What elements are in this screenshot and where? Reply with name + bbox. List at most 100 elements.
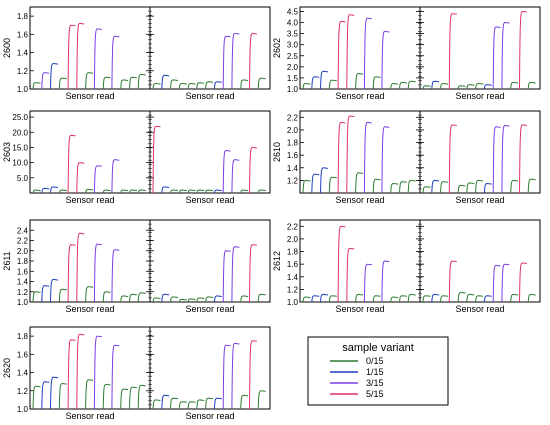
series-curve [328, 176, 337, 194]
series-curve [76, 22, 85, 90]
series-curve [381, 30, 390, 90]
series-curve [527, 178, 536, 194]
x-axis-label: Sensor read [335, 195, 384, 205]
series-curve [240, 394, 249, 410]
series-curve [231, 32, 240, 90]
series-curve [240, 79, 249, 90]
series-curve [231, 342, 240, 410]
series-curve [466, 182, 475, 194]
series-curve [257, 390, 266, 410]
series-curve [527, 293, 536, 303]
panel-2612: 1.0 1.2 1.4 1.6 1.8 2.0 2.2 2612 Sensor read Sens… [272, 219, 541, 314]
y-tick-label: 1.8 [17, 257, 29, 266]
series-curve [93, 28, 102, 90]
series-curve [76, 162, 85, 194]
series-curve [222, 344, 231, 410]
series-curve [363, 17, 372, 90]
series-curve [440, 181, 449, 194]
sample-label: 2620 [2, 358, 12, 378]
panel-2620: 1.0 1.2 1.4 1.6 1.8 2620 Sensor read Sensor rea… [2, 326, 271, 421]
series-curve [363, 121, 372, 194]
y-tick-label: 1.8 [287, 139, 299, 148]
y-tick-label: 1.0 [17, 405, 29, 414]
series-curve [231, 159, 240, 194]
series-curve [240, 189, 249, 194]
series-curve [372, 178, 381, 194]
series-curve [205, 189, 214, 194]
series-curve [372, 76, 381, 90]
series-curve [311, 76, 320, 90]
series-curve [161, 394, 170, 410]
y-tick-label: 2.2 [287, 222, 299, 231]
y-tick-label: 25.0 [12, 113, 28, 122]
series-curve [519, 262, 527, 303]
series-curve [337, 20, 346, 90]
legend-entry-label: 0/15 [366, 356, 384, 366]
series-curve [381, 260, 390, 303]
series-curve [120, 295, 129, 303]
series-curve [196, 82, 205, 90]
y-tick-label: 2.0 [17, 247, 29, 256]
legend-title: sample variant [342, 342, 414, 354]
series-curve [510, 179, 519, 194]
y-tick-label: 2.2 [17, 237, 29, 246]
y-tick-label: 4.0 [287, 19, 299, 28]
series-curve [448, 13, 457, 90]
series-curve [320, 70, 329, 90]
y-tick-label: 1.4 [17, 49, 29, 58]
series-curve [222, 149, 231, 194]
y-tick-label: 1.4 [287, 273, 299, 282]
legend: sample variant 0/151/153/155/15 [307, 336, 449, 406]
y-tick-label: 1.8 [17, 332, 29, 341]
series-curve [355, 72, 364, 90]
series-curve [390, 82, 399, 90]
sample-label: 2600 [2, 38, 12, 58]
y-tick-label: 1.5 [287, 74, 299, 83]
series-curve [249, 32, 257, 90]
series-curve [102, 383, 111, 410]
series-curve [32, 189, 41, 194]
y-tick-label: 1.0 [17, 85, 29, 94]
series-curve [120, 79, 129, 90]
series-curve [170, 296, 179, 303]
series-curve [328, 79, 337, 90]
series-curve [363, 263, 372, 303]
series-curve [328, 295, 337, 303]
series-curve [492, 126, 501, 194]
series-curve [422, 186, 431, 194]
y-tick-label: 1.6 [17, 30, 29, 39]
y-tick-label: 10.0 [12, 159, 28, 168]
series-curve [431, 179, 440, 194]
y-tick-label: 1.6 [287, 260, 299, 269]
series-curve [187, 401, 196, 410]
series-curve [161, 186, 170, 194]
series-curve [483, 295, 492, 303]
series-curve [431, 293, 440, 303]
y-tick-label: 15.0 [12, 143, 28, 152]
x-axis-label: Sensor read [335, 91, 384, 101]
y-tick-label: 1.4 [17, 369, 29, 378]
series-curve [58, 382, 67, 410]
series-curve [337, 121, 346, 194]
y-tick-label: 1.8 [17, 12, 29, 21]
y-tick-label: 1.2 [287, 285, 299, 294]
series-curve [399, 295, 407, 303]
series-curve [249, 244, 257, 303]
x-axis-label: Sensor read [455, 304, 504, 314]
series-curve [41, 381, 50, 410]
series-curve [320, 293, 329, 303]
series-curve [178, 189, 187, 194]
y-tick-label: 2.4 [17, 226, 29, 235]
series-curve [483, 182, 492, 194]
series-curve [399, 181, 407, 194]
y-tick-label: 5.0 [17, 174, 29, 183]
series-curve [257, 77, 266, 90]
y-tick-label: 1.4 [17, 278, 29, 287]
series-curve [355, 172, 364, 194]
series-curve [137, 384, 146, 410]
series-curve [501, 21, 510, 90]
series-curve [519, 10, 527, 90]
sample-label: 2611 [2, 251, 12, 270]
series-curve [120, 189, 129, 194]
series-curve [85, 72, 94, 90]
